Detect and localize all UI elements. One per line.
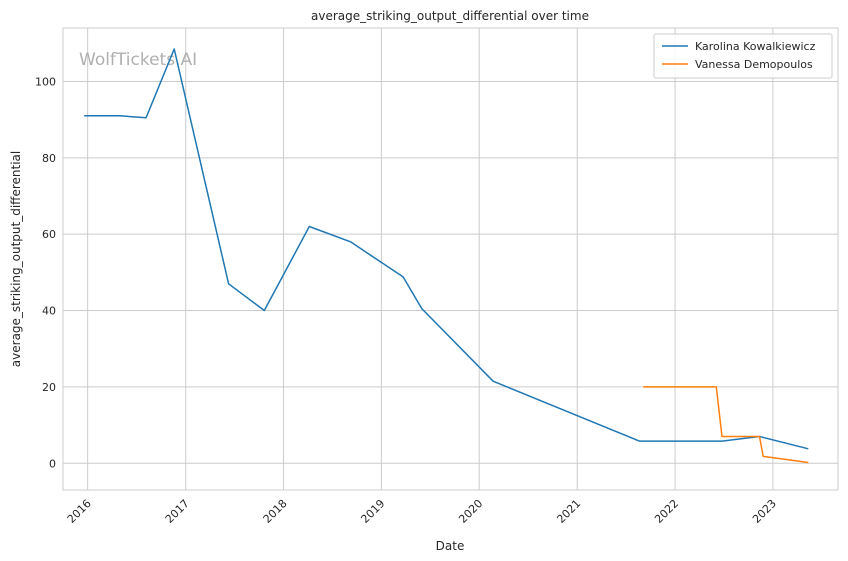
series-lines: [84, 48, 809, 464]
series-line-2: [643, 386, 809, 464]
x-tick-label: 2018: [261, 497, 290, 526]
x-tick-label: 2023: [750, 497, 779, 526]
y-tick-labels: 0 20 40 60 80 100: [35, 75, 56, 470]
y-tick-label: 0: [49, 457, 56, 470]
y-tick-label: 40: [42, 305, 56, 318]
x-tick-label: 2021: [554, 497, 583, 526]
plot-frame: [62, 27, 839, 491]
y-axis-title: average_striking_output_differential: [9, 151, 23, 367]
x-tick-label: 2019: [358, 497, 387, 526]
legend: Karolina Kowalkiewicz Vanessa Demopoulos: [653, 33, 833, 79]
legend-label-2: Vanessa Demopoulos: [695, 58, 813, 71]
plot-area: [63, 28, 838, 490]
x-tick-label: 2016: [65, 497, 94, 526]
watermark: WolfTickets.AI: [79, 50, 197, 70]
series-line-1: [84, 48, 809, 450]
grid-lines: [63, 28, 838, 490]
x-tick-label: 2017: [163, 497, 192, 526]
x-tick-label: 2022: [652, 497, 681, 526]
y-tick-label: 60: [42, 228, 56, 241]
legend-label-1: Karolina Kowalkiewicz: [695, 40, 816, 53]
x-axis-title: Date: [436, 539, 465, 553]
legend-box: [653, 33, 833, 79]
y-tick-label: 20: [42, 381, 56, 394]
x-tick-label: 2020: [456, 497, 485, 526]
chart-title: average_striking_output_differential ove…: [311, 9, 589, 23]
x-tick-labels: 2016 2017 2018 2019 2020 2021 2022 2023: [65, 497, 779, 526]
y-tick-label: 100: [35, 75, 56, 88]
y-tick-label: 80: [42, 152, 56, 165]
